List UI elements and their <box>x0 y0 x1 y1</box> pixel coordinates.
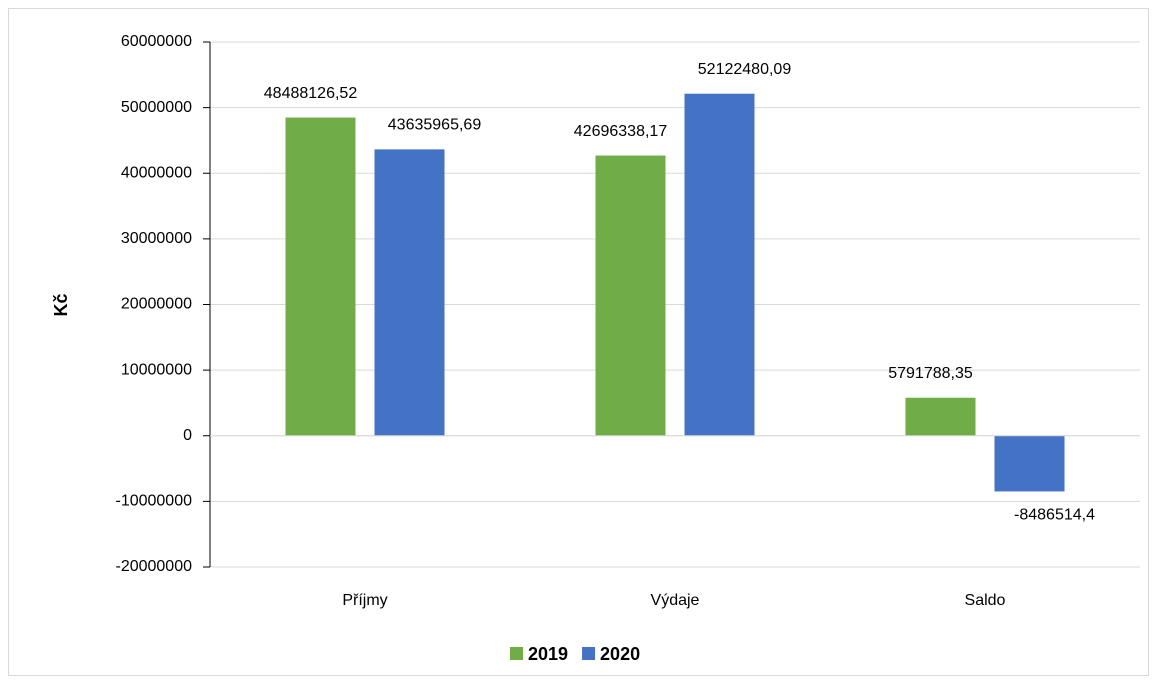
legend-swatch <box>510 647 523 660</box>
legend-swatch <box>582 647 596 660</box>
y-tick-label: -20000000 <box>115 558 192 575</box>
x-tick-label: Saldo <box>965 592 1006 609</box>
y-tick-label: -10000000 <box>115 493 192 510</box>
data-label: 42696338,17 <box>574 123 668 140</box>
data-label: 5791788,35 <box>888 365 973 382</box>
legend-label: 2020 <box>600 644 640 664</box>
bar <box>905 397 976 436</box>
y-tick-label: 10000000 <box>121 361 192 378</box>
legend-label: 2019 <box>528 644 568 664</box>
y-tick-label: 0 <box>183 427 192 444</box>
data-label: 48488126,52 <box>264 85 358 102</box>
y-axis-label: Kč <box>51 293 71 316</box>
bar <box>374 149 445 436</box>
bar <box>684 93 755 436</box>
y-tick-label: 50000000 <box>121 99 192 116</box>
x-tick-label: Příjmy <box>342 592 387 609</box>
data-label: -8486514,4 <box>1014 507 1095 524</box>
chart-border <box>8 8 1149 676</box>
y-tick-label: 30000000 <box>121 230 192 247</box>
y-tick-label: 60000000 <box>121 33 192 50</box>
y-tick-label: 40000000 <box>121 164 192 181</box>
bar <box>595 155 666 436</box>
bar <box>285 117 356 436</box>
data-label: 52122480,09 <box>698 61 792 78</box>
data-label: 43635965,69 <box>388 117 482 134</box>
bar <box>994 435 1065 492</box>
x-tick-label: Výdaje <box>651 592 700 609</box>
y-tick-label: 20000000 <box>121 296 192 313</box>
